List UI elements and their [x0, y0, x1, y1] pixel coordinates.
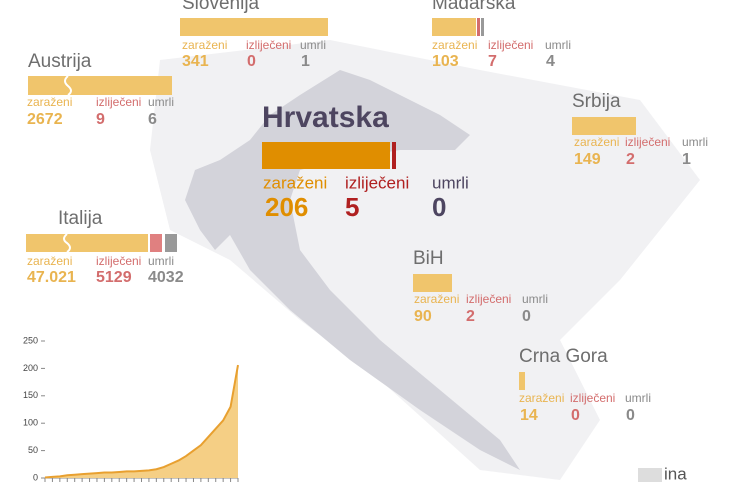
y-tick-label: 100 — [23, 418, 38, 428]
count: 0 — [626, 407, 635, 424]
label: izliječeni — [488, 38, 533, 52]
label: zaraženi — [519, 391, 564, 405]
label: zaraženi — [574, 135, 619, 149]
label: zaraženi — [432, 38, 477, 52]
bar — [262, 142, 390, 169]
bar — [180, 18, 328, 36]
count: 0 — [247, 53, 256, 70]
line — [44, 364, 239, 479]
label: umrli — [300, 38, 326, 52]
bar — [26, 234, 148, 252]
bar — [519, 372, 525, 390]
bar — [477, 18, 480, 36]
y-tick-label: 150 — [23, 390, 38, 400]
count: 2672 — [27, 111, 63, 128]
country-name: Srbija — [572, 91, 621, 112]
label: izliječeni — [570, 391, 615, 405]
logo: ina — [664, 464, 687, 483]
label: umrli — [148, 95, 174, 109]
logo-mark — [638, 468, 662, 482]
count: 5 — [345, 192, 359, 222]
country-name: Italija — [58, 208, 103, 229]
bar — [165, 234, 177, 252]
count: 9 — [96, 111, 105, 128]
bar — [481, 18, 484, 36]
country-name: Austrija — [28, 51, 92, 72]
country-name: Hrvatska — [262, 101, 389, 134]
label: izliječeni — [625, 135, 670, 149]
count: 0 — [432, 192, 446, 222]
y-tick-label: 50 — [28, 445, 38, 455]
label: izliječeni — [246, 38, 291, 52]
y-tick-label: 250 — [23, 335, 38, 345]
label: umrli — [432, 173, 469, 192]
chart: 0 50 100 150 200 250 — [23, 335, 239, 482]
label: umrli — [682, 135, 708, 149]
label: zaraženi — [414, 292, 459, 306]
label: izliječeni — [96, 95, 141, 109]
country-name: Crna Gora — [519, 346, 608, 367]
count: 1 — [301, 53, 310, 70]
count: 149 — [574, 151, 601, 168]
label: umrli — [625, 391, 651, 405]
count: 5129 — [96, 269, 132, 286]
bar — [28, 76, 172, 95]
bar — [572, 117, 636, 135]
label: izliječeni — [345, 173, 409, 192]
label: izliječeni — [96, 254, 141, 268]
bar — [150, 234, 162, 252]
label: umrli — [522, 292, 548, 306]
bar-break — [64, 75, 72, 96]
y-tick-label: 0 — [33, 472, 38, 482]
y-tick-label: 200 — [23, 363, 38, 373]
count: 4 — [546, 53, 555, 70]
count: 7 — [488, 53, 497, 70]
count: 103 — [432, 53, 459, 70]
bar-break — [63, 233, 71, 253]
label: umrli — [148, 254, 174, 268]
label: izliječeni — [466, 292, 511, 306]
count: 14 — [520, 407, 538, 424]
label: zaraženi — [27, 95, 72, 109]
country-name: Mađarska — [432, 0, 516, 14]
country-name: BiH — [413, 248, 444, 269]
count: 0 — [571, 407, 580, 424]
count: 90 — [414, 308, 432, 325]
count: 2 — [466, 308, 475, 325]
count: 0 — [522, 308, 531, 325]
count: 47.021 — [27, 269, 76, 286]
count: 6 — [148, 111, 157, 128]
count: 2 — [626, 151, 635, 168]
label: umrli — [545, 38, 571, 52]
count: 4032 — [148, 269, 184, 286]
area — [45, 365, 238, 478]
count: 341 — [182, 53, 209, 70]
label: zaraženi — [263, 173, 327, 192]
bar — [413, 274, 452, 292]
label: zaraženi — [182, 38, 227, 52]
bar — [432, 18, 476, 36]
count: 206 — [265, 192, 308, 222]
count: 1 — [682, 151, 691, 168]
map-croatia — [185, 70, 520, 470]
bar — [392, 142, 396, 169]
label: zaraženi — [27, 254, 72, 268]
country-name: Slovenija — [182, 0, 260, 14]
